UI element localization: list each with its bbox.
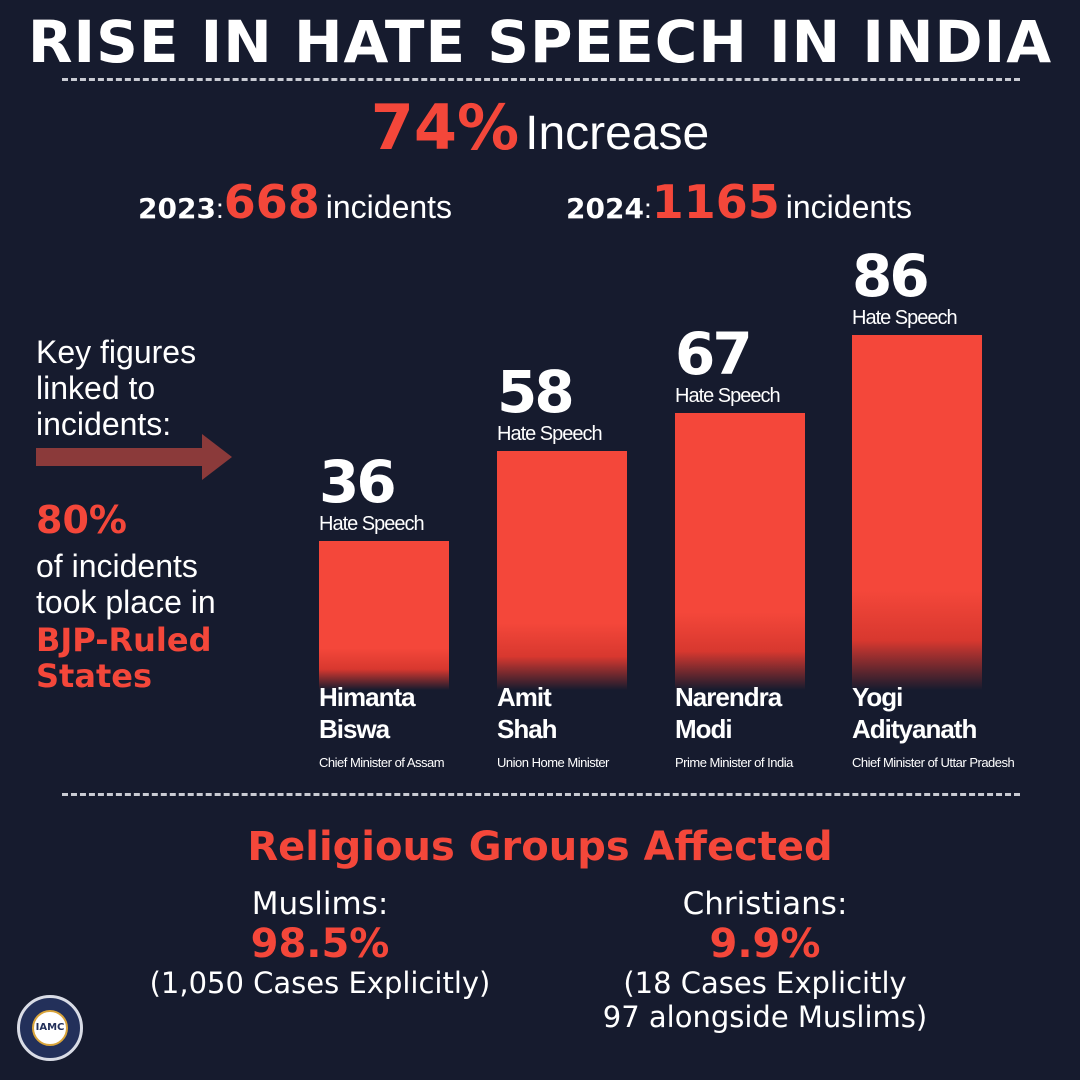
bar-unit-label: Hate Speech bbox=[497, 423, 603, 445]
bjp-line: States bbox=[36, 657, 152, 695]
bar-value-label: 58 bbox=[497, 358, 575, 426]
page-title: RISE IN HATE SPEECH IN INDIA bbox=[27, 8, 1053, 76]
bjp-states-percent: 80% bbox=[36, 498, 127, 542]
figure-role: Chief Minister of Assam bbox=[319, 755, 445, 770]
group-percent: 9.9% bbox=[709, 921, 821, 967]
group-name: Christians: bbox=[682, 886, 848, 922]
group-note: (1,050 Cases Explicitly) bbox=[149, 966, 491, 1000]
group-percent: 98.5% bbox=[250, 921, 390, 967]
group-christians: Christians: 9.9% (18 Cases Explicitly 97… bbox=[560, 886, 970, 1034]
figure-last-name: Modi bbox=[675, 714, 733, 744]
arrow-right-icon bbox=[36, 448, 204, 466]
group-muslims: Muslims: 98.5% (1,050 Cases Explicitly) bbox=[130, 886, 510, 1000]
incidents-2024: 2024:1165 incidents bbox=[566, 172, 912, 244]
religious-groups-title: Religious Groups Affected bbox=[247, 824, 833, 870]
divider-bottom bbox=[62, 793, 1020, 796]
bar bbox=[675, 413, 805, 690]
bjp-ruled-states: BJP-Ruled States bbox=[36, 622, 276, 694]
increase-percent: 74% bbox=[370, 91, 520, 164]
figure-last-name: Biswa bbox=[319, 714, 390, 744]
bar bbox=[852, 335, 982, 690]
incidents-description: of incidents took place in bbox=[36, 548, 216, 620]
group-note: 97 alongside Muslims) bbox=[602, 1000, 928, 1034]
key-figures-line: incidents: bbox=[36, 406, 172, 442]
incident-count: 1165 bbox=[651, 175, 780, 229]
group-note: (18 Cases Explicitly bbox=[623, 966, 907, 1000]
figure-first-name: Narendra bbox=[675, 682, 782, 712]
bar bbox=[319, 541, 449, 690]
increase-headline: 74% Increase bbox=[0, 88, 1080, 185]
key-figures-line: Key figures bbox=[36, 334, 197, 370]
figure-last-name: Shah bbox=[497, 714, 558, 744]
bar-value-label: 86 bbox=[852, 242, 930, 310]
incident-unit: incidents bbox=[325, 189, 453, 225]
arrow-head-icon bbox=[202, 434, 232, 480]
bjp-line: BJP-Ruled bbox=[36, 621, 212, 659]
bar bbox=[497, 451, 627, 690]
figure-role: Chief Minister of Uttar Pradesh bbox=[852, 755, 1015, 770]
key-figures-line: linked to bbox=[36, 370, 156, 406]
figure-first-name: Yogi bbox=[852, 682, 903, 712]
figure-role: Prime Minister of India bbox=[675, 755, 793, 770]
figure-first-name: Himanta bbox=[319, 682, 416, 712]
iamc-logo: IAMC bbox=[17, 995, 83, 1061]
figure-role: Union Home Minister bbox=[497, 755, 609, 770]
increase-label: Increase bbox=[525, 107, 710, 160]
incident-unit: incidents bbox=[785, 189, 913, 225]
year-label: 2023 bbox=[138, 192, 216, 225]
incidents-2023: 2023:668 incidents bbox=[138, 172, 452, 244]
bar-unit-label: Hate Speech bbox=[852, 307, 958, 329]
description-line: of incidents bbox=[36, 548, 198, 584]
group-name: Muslims: bbox=[251, 886, 389, 922]
bar-value-label: 36 bbox=[319, 448, 397, 516]
figure-last-name: Adityanath bbox=[852, 714, 977, 744]
figure-first-name: Amit bbox=[497, 682, 552, 712]
incident-count: 668 bbox=[223, 175, 320, 229]
year-label: 2024 bbox=[566, 192, 644, 225]
bar-unit-label: Hate Speech bbox=[319, 513, 425, 535]
year-colon: : bbox=[643, 193, 652, 224]
bar-unit-label: Hate Speech bbox=[675, 385, 781, 407]
key-figures-text: Key figures linked to incidents: bbox=[36, 334, 196, 442]
divider-top bbox=[62, 78, 1020, 81]
description-line: took place in bbox=[36, 584, 216, 620]
year-colon: : bbox=[215, 193, 224, 224]
bar-value-label: 67 bbox=[675, 320, 753, 388]
logo-text: IAMC bbox=[32, 1010, 68, 1046]
